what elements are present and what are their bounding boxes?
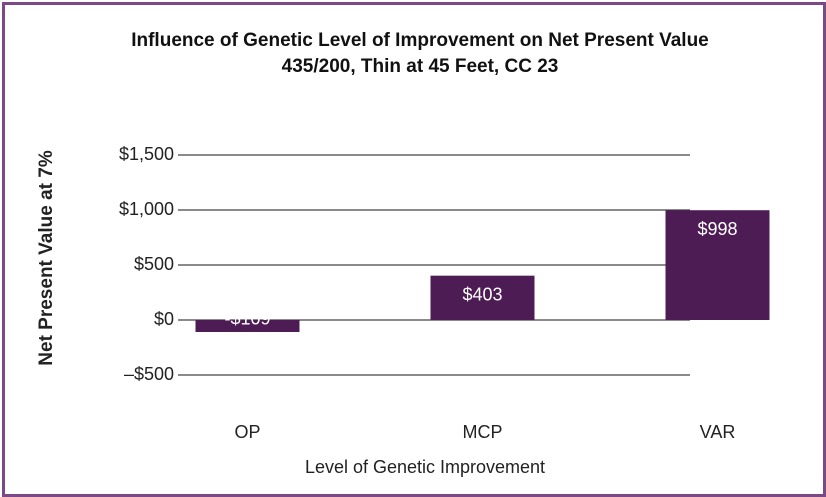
y-axis-label: Net Present Value at 7%: [36, 150, 57, 366]
x-tick-label: VAR: [700, 422, 736, 442]
bar: [195, 320, 300, 332]
value-label: -$109: [224, 309, 270, 329]
y-tick-label: –$500: [124, 364, 174, 384]
y-tick-label: $1,000: [119, 199, 174, 219]
x-axis-label: Level of Genetic Improvement: [305, 457, 545, 477]
y-tick-label: $0: [154, 309, 174, 329]
bar: [665, 210, 770, 320]
value-label: $998: [697, 219, 737, 239]
x-tick-label: MCP: [463, 422, 503, 442]
bar: [430, 275, 535, 320]
x-tick-label: OP: [234, 422, 260, 442]
y-tick-label: $1,500: [119, 144, 174, 164]
value-label: $403: [462, 284, 502, 304]
chart-title: Influence of Genetic Level of Improvemen…: [131, 30, 709, 77]
y-tick-label: $500: [134, 254, 174, 274]
